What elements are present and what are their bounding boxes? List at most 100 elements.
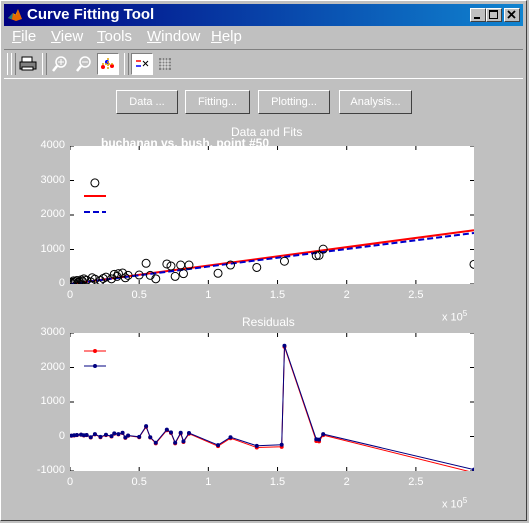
y-tick-label: 0 [58, 429, 65, 442]
residual-point-2 [98, 434, 103, 439]
residual-point-2 [92, 432, 97, 437]
data-point [469, 259, 479, 269]
toolbar-separator [42, 53, 47, 75]
residual-point-2 [279, 442, 284, 447]
data-point [90, 178, 100, 188]
data-point [120, 273, 130, 283]
residuals-plot-svg [69, 332, 476, 475]
toolbar-grip-2[interactable] [11, 53, 16, 75]
residual-point-2 [109, 434, 114, 439]
residual-point-2 [88, 435, 93, 440]
legend-icon [134, 56, 150, 72]
x-tick-label: 1.5 [269, 289, 286, 301]
data-point [118, 268, 128, 278]
residual-point-2 [74, 432, 79, 437]
residuals-x-multiplier: x 105 [442, 496, 468, 511]
plotting-button[interactable]: Plotting... [258, 90, 330, 114]
zoom-in-icon [52, 56, 67, 72]
x-tick-label: 2 [343, 289, 350, 301]
toolbar-separator-2 [124, 53, 129, 75]
menu-bar: File View Tools Window Help [4, 27, 523, 45]
x-tick-label: 2.5 [408, 476, 424, 488]
fitting-button[interactable]: Fitting... [185, 90, 250, 114]
residual-line-1 [71, 346, 475, 474]
residual-point-2 [126, 433, 131, 438]
menu-tools[interactable]: Tools [97, 28, 133, 45]
fits-plot-svg [66, 145, 479, 288]
y-tick-label: 3000 [40, 173, 65, 186]
y-tick-label: 2000 [40, 360, 65, 373]
data-point [311, 251, 321, 261]
menu-window[interactable]: Window [147, 28, 201, 45]
data-point [170, 271, 180, 281]
maximize-button[interactable] [486, 8, 502, 22]
x-tick-label: 0.5 [131, 476, 147, 488]
menu-help[interactable]: Help [211, 28, 242, 45]
residuals-plot-area[interactable] [69, 332, 476, 475]
data-point [279, 256, 289, 266]
residual-point-2 [254, 443, 259, 448]
y-tick-label: -1000 [36, 464, 65, 476]
fit-line-1 [69, 229, 475, 285]
data-point [314, 250, 324, 260]
legend-button[interactable] [131, 53, 153, 75]
residual-point-2 [153, 440, 158, 445]
data-point [101, 272, 111, 282]
residuals-plot-title: Residuals [242, 315, 295, 329]
residual-point-2 [321, 432, 326, 437]
residual-line-2 [71, 345, 475, 471]
y-tick-label: 4000 [40, 139, 65, 151]
y-tick-label: 1000 [40, 395, 65, 407]
data-button[interactable]: Data ... [116, 90, 178, 114]
data-point [252, 262, 262, 272]
residual-point-2 [144, 424, 149, 429]
close-button[interactable] [504, 8, 520, 22]
residual-point-2 [216, 443, 221, 448]
x-tick-label: 0.5 [131, 289, 147, 301]
x-tick-label: 1 [205, 289, 212, 301]
data-point [176, 260, 186, 270]
data-point [213, 268, 223, 278]
title-bar[interactable]: Curve Fitting Tool [4, 4, 523, 26]
data-point [113, 269, 123, 279]
maximize-icon [489, 10, 498, 19]
residual-point-2 [120, 430, 125, 435]
fits-plot-title: Data and Fits [231, 125, 303, 139]
fits-plot-area[interactable] [66, 145, 479, 288]
zoom-out-button[interactable] [73, 53, 95, 75]
zoom-out-icon [76, 56, 91, 72]
residual-point-2 [169, 430, 173, 435]
data-point [162, 259, 172, 269]
residual-point-2 [472, 467, 476, 472]
residual-point-2 [317, 437, 322, 442]
residual-point-2 [103, 432, 108, 437]
residual-point-2 [123, 435, 128, 440]
data-point [134, 270, 144, 280]
y-tick-label: 0 [58, 277, 65, 289]
minimize-icon [474, 17, 480, 19]
menu-view[interactable]: View [51, 28, 84, 45]
grid-button[interactable] [155, 53, 177, 75]
fits-x-multiplier: x 105 [442, 309, 468, 324]
analysis-button[interactable]: Analysis... [339, 90, 412, 114]
menu-file[interactable]: File [12, 28, 37, 45]
data-point [178, 269, 188, 279]
x-tick-label: 0 [66, 476, 74, 488]
zoom-in-button[interactable] [49, 53, 71, 75]
x-tick-label: 2 [343, 476, 350, 488]
minimize-button[interactable] [470, 8, 486, 22]
data-point [225, 260, 235, 270]
data-cursor-icon [101, 58, 114, 70]
y-tick-label: 1000 [40, 242, 65, 255]
residual-point-2 [228, 435, 233, 440]
x-tick-label: 2.5 [408, 289, 424, 301]
data-cursor-button[interactable] [97, 53, 119, 75]
y-tick-label: 3000 [40, 326, 65, 338]
residual-point-2 [178, 430, 183, 435]
residual-point-2 [164, 427, 169, 432]
print-button[interactable] [17, 53, 39, 75]
fit-line-2 [69, 231, 475, 285]
x-tick-label: 0 [66, 289, 74, 301]
data-point [123, 270, 133, 280]
legend-residual2-marker [93, 364, 97, 368]
